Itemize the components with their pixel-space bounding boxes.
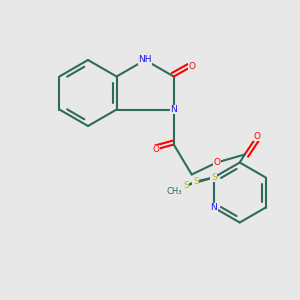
Text: N: N [210, 203, 217, 212]
Text: S: S [183, 181, 189, 190]
Text: CH₃: CH₃ [166, 187, 182, 196]
Text: S: S [211, 173, 217, 182]
Text: O: O [253, 132, 260, 141]
Text: N: N [170, 105, 177, 114]
Text: NH: NH [138, 56, 152, 64]
Text: O: O [213, 158, 220, 167]
Text: O: O [152, 145, 159, 154]
Text: S: S [193, 177, 199, 186]
Text: O: O [188, 62, 195, 71]
